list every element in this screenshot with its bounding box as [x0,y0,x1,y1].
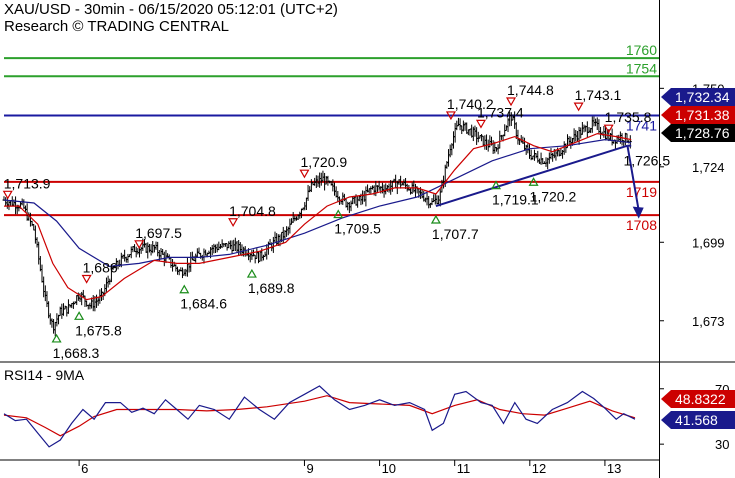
price-badge-label: 1,731.38 [675,107,730,123]
level-label: 1754 [626,60,657,76]
rsi-badge [661,411,735,429]
rsi-badge-label: 41.568 [675,412,718,428]
support-marker [51,333,62,343]
price-badge [661,88,735,106]
annotation-label: 1,713.9 [4,175,51,191]
price-badge [661,124,735,142]
annotation-label: 1,689.8 [248,280,295,296]
resistance-marker [475,119,487,129]
support-marker [528,177,539,186]
support-marker [179,284,190,294]
annotation-label: 1,684.6 [180,296,227,312]
resistance-marker [228,218,239,227]
level-label: 1760 [626,42,657,58]
annotation-label: 1,744.8 [507,82,554,98]
annotation-label: 1,668.3 [53,345,100,361]
support-marker [490,180,502,190]
time-tick-label: 11 [457,461,471,476]
rsi-line [3,385,636,448]
support-marker [333,209,344,219]
time-tick-label: 6 [81,461,88,476]
annotation-label: 1,719.1 [492,192,539,208]
annotation-label: 1,735.8 [605,109,652,125]
time-tick-label: 13 [607,461,621,476]
support-marker [74,311,85,320]
annotation-label: 1,686 [83,260,118,276]
resistance-marker [299,169,310,179]
trendline [435,144,628,208]
time-tick-label: 10 [382,461,396,476]
annotation-label: 1,737.4 [477,104,524,120]
chart-subtitle: Research © TRADING CENTRAL [4,18,229,35]
resistance-marker [603,124,614,134]
rsi-tick-label: 30 [715,437,729,452]
annotation-label: 1,709.5 [334,221,381,237]
annotation-label: 1,726.5 [623,152,670,168]
annotation-label: 1,675.8 [75,322,122,338]
annotation-label: 1,707.7 [432,226,479,242]
support-marker [430,214,441,224]
fast-ma-line [4,132,632,301]
annotation-label: 1,720.2 [530,188,577,204]
price-badge-label: 1,732.34 [675,89,730,105]
resistance-marker [573,102,584,112]
annotation-label: 1,704.8 [229,203,276,219]
level-label: 1719 [626,184,657,200]
slow-ma-line [3,138,632,268]
level-label: 1708 [626,217,657,233]
resistance-marker [505,97,517,107]
price-badge-label: 1,728.76 [675,125,730,141]
support-marker [246,268,257,278]
resistance-marker [445,111,456,121]
time-tick-label: 9 [306,461,313,476]
price-tick-label: 1,673 [692,314,725,329]
resistance-marker [2,190,13,200]
level-label: 1741 [626,118,657,134]
rsi-title: RSI14 - 9MA [4,367,85,383]
annotation-label: 1,697.5 [135,225,182,241]
annotation-label: 1,740.2 [447,96,494,112]
rsi-badge [661,390,735,408]
annotation-label: 1,720.9 [300,154,347,170]
resistance-marker [134,240,145,250]
rsi-ma-line [3,395,636,437]
forecast-arrow-head [632,206,644,219]
price-tick-label: 1,699 [692,235,725,250]
rsi-badge-label: 48.8322 [675,391,726,407]
price-tick-label: 1,724 [692,160,725,175]
price-badge [661,106,735,124]
resistance-marker [81,274,92,284]
chart-title: XAU/USD - 30min - 06/15/2020 05:12:01 (U… [4,1,338,18]
annotation-label: 1,743.1 [575,87,622,103]
time-tick-label: 12 [532,461,546,476]
forecast-arrow-line [626,145,640,211]
